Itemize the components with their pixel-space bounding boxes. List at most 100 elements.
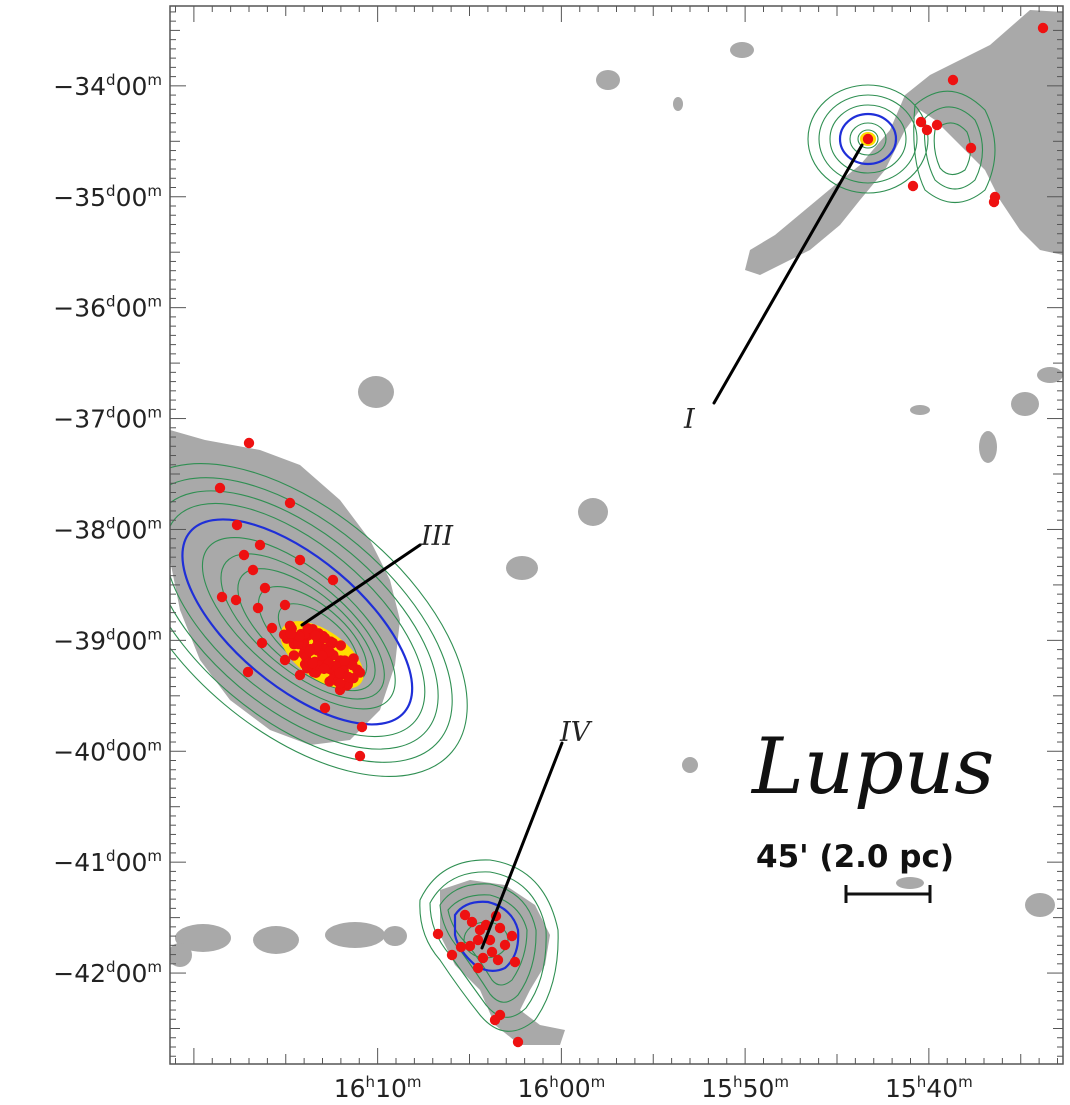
yso-source (304, 645, 316, 657)
yso-source (243, 437, 255, 449)
region-label-lupus-i: I (683, 404, 696, 435)
contours (170, 84, 996, 1032)
yso-source (319, 632, 331, 644)
y-tick-label: −40d00m (53, 736, 162, 766)
cloud-patch (383, 926, 407, 946)
yso-source (472, 934, 484, 946)
y-tick-label: −34d00m (53, 71, 162, 101)
contour-key-lupus-i (838, 112, 898, 166)
yso-source (254, 539, 266, 551)
yso-source (216, 591, 228, 603)
y-axis-tick-labels: −34d00m −35d00m −36d00m −37d00m −38d00m −39d0… (53, 71, 162, 988)
cloud-patch (170, 943, 192, 967)
cloud-patch (730, 42, 754, 58)
yso-source (294, 554, 306, 566)
yso-source (242, 666, 254, 678)
yso-source (339, 655, 350, 666)
cloud-patch (1011, 392, 1039, 416)
x-tick-label: 15h50m (701, 1073, 789, 1103)
yso-source (288, 650, 300, 661)
yso-source (259, 582, 271, 594)
yso-source (947, 74, 959, 86)
cloud-patch (578, 498, 608, 526)
yso-source (347, 659, 358, 671)
yso-source (335, 640, 347, 651)
contour-key-lupus-iii (181, 518, 414, 726)
yso-source (279, 654, 291, 666)
yso-source (506, 930, 518, 942)
yso-source (921, 124, 933, 136)
yso-source (472, 962, 484, 974)
yso-source (231, 519, 243, 531)
region-pointers (300, 143, 864, 950)
pointer-line-lupus-i (712, 143, 864, 405)
cloud-patch (682, 757, 698, 773)
y-tick-label: −42d00m (53, 958, 162, 988)
contour-key-lupus-iv (453, 900, 520, 972)
cloud-patch (896, 877, 924, 889)
yso-source (862, 133, 874, 145)
yso-source (252, 602, 264, 614)
yso-source (284, 497, 296, 509)
yso-source (214, 482, 226, 494)
yso-source (492, 954, 504, 966)
yso-source (294, 631, 305, 642)
yso-source (284, 620, 296, 631)
y-tick-label: −37d00m (53, 404, 162, 434)
chart-title: Lupus (750, 722, 994, 812)
yso-source (334, 667, 345, 679)
yso-source (464, 940, 476, 952)
yso-source (317, 650, 328, 662)
cloud-patch (1025, 893, 1055, 917)
x-axis-tick-labels: 16h10m 16h00m 15h50m 15h40m (334, 1073, 973, 1103)
axis-ticks (170, 6, 1063, 1064)
cloud-patch (253, 926, 299, 954)
yso-source (319, 702, 331, 714)
yso-source (256, 637, 268, 649)
yso-sources (214, 22, 1049, 1048)
y-tick-label: −38d00m (53, 514, 162, 544)
yso-source (446, 949, 458, 961)
yso-source (318, 663, 330, 675)
y-tick-label: −41d00m (53, 847, 162, 877)
yso-source (343, 671, 354, 683)
yso-source (266, 622, 278, 634)
yso-source (354, 750, 366, 762)
pointer-line-lupus-iv (480, 741, 564, 950)
yso-source (302, 623, 313, 634)
cloud-patch (1037, 367, 1063, 383)
cloud-lupus-i (745, 10, 1063, 275)
cloud-patch (175, 924, 231, 952)
y-tick-label: −36d00m (53, 293, 162, 323)
yso-source (988, 196, 1000, 208)
yso-source (307, 657, 318, 669)
yso-source (230, 594, 242, 606)
y-tick-label: −39d00m (53, 625, 162, 655)
yso-source (455, 941, 467, 953)
yso-source (494, 922, 506, 934)
yso-source (238, 549, 250, 561)
x-tick-label: 16h10m (334, 1073, 422, 1103)
cloud-patch (506, 556, 538, 580)
cloud-patch (673, 97, 683, 111)
pointer-line-lupus-iii (300, 543, 422, 627)
yso-source (499, 939, 511, 951)
yso-source (512, 1036, 524, 1048)
region-label-lupus-iv: IV (559, 717, 593, 748)
scale-bar (844, 885, 932, 903)
yso-source (907, 180, 919, 192)
cloud-patch (325, 922, 385, 948)
yso-source (356, 721, 368, 733)
yso-source (327, 574, 339, 586)
region-label-lupus-iii: III (420, 521, 454, 552)
cloud-patch (596, 70, 620, 90)
contours-lupus-i (807, 84, 996, 203)
yso-source (965, 142, 977, 154)
y-tick-label: −35d00m (53, 182, 162, 212)
yso-source (509, 956, 521, 968)
x-tick-label: 16h00m (517, 1073, 605, 1103)
yso-source (466, 916, 478, 928)
x-tick-label: 15h40m (885, 1073, 973, 1103)
yso-source (432, 928, 444, 940)
